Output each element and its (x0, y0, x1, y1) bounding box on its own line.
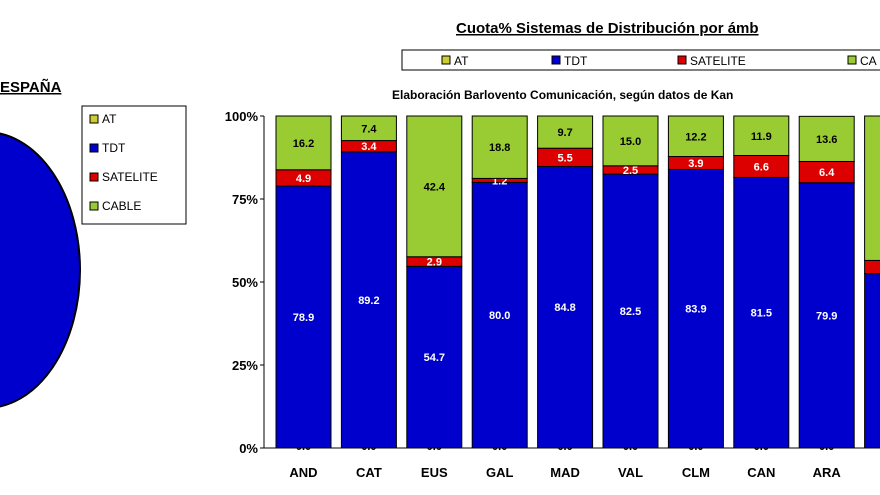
bar-segment-tdt (667, 168, 724, 449)
data-label-tdt: 78.9 (293, 312, 314, 324)
bar-legend-label-tdt: TDT (564, 54, 588, 68)
bar-legend-label-at: AT (454, 54, 469, 68)
y-tick-label: 0% (239, 441, 258, 456)
bar-segment-cable (667, 115, 724, 158)
data-label-satelite: 3.4 (361, 141, 377, 153)
x-tick-label: GAL (486, 465, 514, 480)
x-tick-label: CAT (356, 465, 382, 480)
x-tick-label: ARA (813, 465, 842, 480)
pie-legend-swatch-tdt (89, 143, 99, 153)
bar-legend-swatch-at (441, 55, 451, 65)
pie-legend-label-cable: CABLE (102, 199, 141, 213)
data-label-tdt: 84.8 (554, 302, 575, 314)
bar-segment-tdt (733, 176, 790, 449)
x-tick-label: VAL (618, 465, 643, 480)
data-label-tdt: 81.5 (751, 308, 772, 320)
bar-legend-swatch-tdt (551, 55, 561, 65)
bar-segment-tdt (798, 182, 855, 449)
bar-segment-cable (471, 115, 528, 179)
bar-segment-tdt (275, 185, 332, 449)
bar-segment-cable (864, 115, 880, 261)
bar-segment-tdt (602, 173, 659, 449)
bar-segment-tdt (864, 273, 880, 449)
bar-segment-cable (602, 115, 659, 167)
bar-segment-tdt (471, 181, 528, 449)
y-tick-label: 100% (225, 109, 259, 124)
bar-segment-cable (537, 115, 594, 149)
data-label-tdt: 54.7 (424, 352, 445, 364)
data-label-satelite: 3.9 (688, 158, 703, 170)
bar-marks: 0.078.94.916.2AND0.089.23.47.4CAT0.054.7… (275, 115, 880, 480)
bar-segment-cable (275, 115, 332, 171)
data-label-cable: 15.0 (620, 136, 641, 148)
data-label-cable: 16.2 (293, 138, 314, 150)
bar-chart-subtitle: Elaboración Barlovento Comunicación, seg… (392, 88, 733, 102)
pie-legend-label-satelite: SATELITE (102, 170, 158, 184)
data-label-cable: 13.6 (816, 134, 837, 146)
data-label-tdt: 79.9 (816, 310, 837, 322)
data-label-satelite: 5.5 (557, 152, 572, 164)
data-label-cable: 7.4 (361, 123, 377, 135)
data-label-satelite: 2.5 (623, 165, 638, 177)
x-tick-label: EUS (421, 465, 448, 480)
bar-segment-cable (406, 115, 463, 258)
x-tick-label: CAN (747, 465, 775, 480)
bar-segment-cable (733, 115, 790, 157)
bar-segment-tdt (340, 151, 397, 449)
y-tick-label: 75% (232, 192, 258, 207)
data-label-cable: 18.8 (489, 142, 510, 154)
pie-legend-label-at: AT (102, 112, 117, 126)
data-label-cable: 12.2 (685, 131, 706, 143)
data-label-cable: 42.4 (424, 181, 446, 193)
pie-legend: AT TDT SATELITE CABLE (81, 105, 187, 225)
data-label-cable: 9.7 (557, 127, 572, 139)
data-label-tdt: 82.5 (620, 306, 641, 318)
bar-chart-title: Cuota% Sistemas de Distribución por ámb (456, 20, 759, 37)
data-label-satelite: 6.4 (819, 167, 835, 179)
pie-body (0, 132, 81, 408)
pie-legend-swatch-at (89, 114, 99, 124)
bar-segment-tdt (537, 165, 594, 449)
data-label-satelite: 6.6 (754, 161, 769, 173)
data-label-cable: 11.9 (751, 131, 772, 143)
pie-chart-title: ESPAÑA (0, 78, 62, 96)
pie-legend-label-tdt: TDT (102, 141, 126, 155)
data-label-tdt: 89.2 (358, 295, 379, 307)
data-label-satelite: 2.9 (427, 257, 442, 269)
y-tick-label: 25% (232, 358, 258, 373)
bar-legend-label-satelite: SATELITE (690, 54, 746, 68)
y-tick-label: 50% (232, 275, 258, 290)
bar-legend-swatch-satelite (677, 55, 687, 65)
x-tick-label: CLM (682, 465, 710, 480)
pie-legend-box (81, 105, 187, 225)
x-tick-label: AND (289, 465, 317, 480)
bar-legend-label-ca: CA (860, 54, 877, 68)
bar-segment-tdt (406, 265, 463, 449)
data-label-tdt: 80.0 (489, 310, 510, 322)
bar-segment-cable (340, 115, 397, 142)
bar-legend: AT TDT SATELITE CA (401, 49, 880, 71)
data-label-tdt: 83.9 (685, 304, 706, 316)
pie-slice-tdt (0, 132, 81, 408)
bar-legend-box (401, 49, 880, 71)
bar-segment-satelite (864, 259, 880, 275)
x-tick-label: MAD (550, 465, 580, 480)
pie-legend-swatch-satelite (89, 172, 99, 182)
pie-legend-swatch-cable (89, 201, 99, 211)
data-label-satelite: 4.9 (296, 173, 311, 185)
bar-segment-cable (798, 115, 855, 162)
bar-legend-swatch-ca (847, 55, 857, 65)
